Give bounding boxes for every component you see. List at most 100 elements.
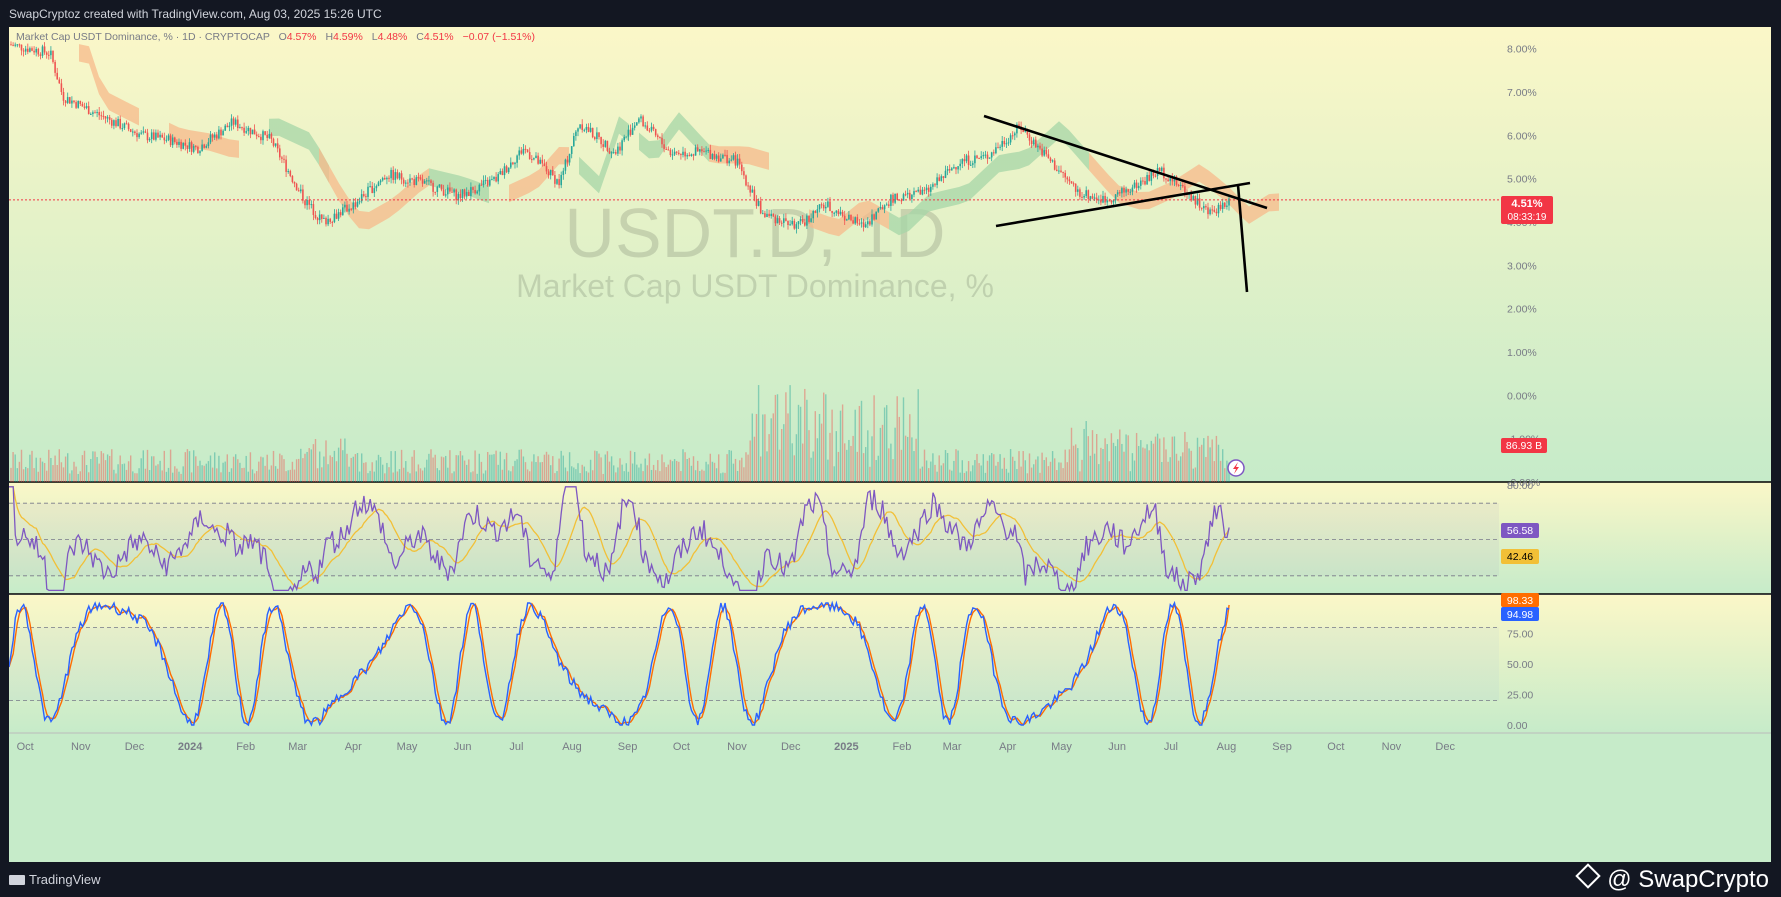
candle: [608, 150, 611, 154]
price-tick: 8.00%: [1507, 44, 1537, 56]
volume-bar: [1028, 453, 1031, 482]
rsi-ma-line: [9, 486, 1230, 589]
candle: [669, 149, 672, 156]
time-tick: Dec: [781, 741, 801, 753]
candle: [472, 187, 474, 190]
volume-bar: [281, 455, 283, 482]
volume-bar: [90, 458, 92, 482]
candle: [585, 126, 588, 130]
volume-bar: [646, 465, 648, 482]
candle: [10, 44, 12, 46]
candle: [925, 187, 928, 191]
volume-bar: [56, 465, 58, 482]
volume-bar: [1075, 444, 1077, 482]
tradingview-logo[interactable]: TradingView: [9, 872, 101, 887]
trendlines[interactable]: [983, 114, 1268, 293]
candle: [350, 208, 352, 210]
volume-bar: [972, 465, 974, 482]
volume-bar: [1161, 461, 1163, 482]
chart-svg[interactable]: USDT.D, 1D Market Cap USDT Dominance, % …: [9, 27, 1771, 862]
candle: [174, 137, 176, 142]
volume-bar: [1037, 456, 1039, 482]
volume-bar: [67, 453, 69, 482]
volume-bar: [1096, 434, 1098, 482]
candle: [463, 189, 466, 197]
candle: [148, 139, 151, 141]
volume-bar: [776, 394, 779, 482]
candle: [1070, 181, 1073, 184]
candle: [497, 174, 499, 182]
volume-bar: [501, 469, 504, 482]
volume-bar: [951, 470, 953, 482]
candle: [573, 135, 575, 147]
volume-bar: [1114, 446, 1117, 482]
volume-bar: [291, 461, 294, 482]
upper-trendline[interactable]: [983, 114, 1268, 210]
candle: [1077, 189, 1079, 192]
candle: [927, 187, 930, 192]
time-axis[interactable]: Oct Nov Dec 2024 Feb Mar Apr May Jun Jul Aug Sep Oct…: [17, 741, 1456, 753]
candle: [1047, 154, 1050, 159]
volume-bar: [478, 453, 480, 482]
volume-bar: [1104, 438, 1106, 482]
volume-bar: [881, 424, 884, 482]
volume-bar: [497, 464, 499, 482]
volume-bar: [396, 471, 399, 482]
candle: [470, 187, 472, 197]
price-tick: 3.00%: [1507, 260, 1537, 272]
watermark-name: Market Cap USDT Dominance, %: [516, 268, 994, 304]
chart-frame[interactable]: USDT.D, 1D Market Cap USDT Dominance, % …: [9, 27, 1771, 862]
price-label: 4.51% 08:33:19: [1501, 196, 1553, 224]
price-tick: 0.00%: [1507, 390, 1537, 402]
volume-bar: [266, 454, 268, 482]
candle: [680, 154, 682, 156]
breakdown-arrow-line[interactable]: [1236, 184, 1249, 293]
price-axis[interactable]: 8.00%7.00%6.00%5.00%4.00%3.00%2.00%1.00%…: [1507, 44, 1540, 732]
candle: [1133, 182, 1136, 188]
svg-text:94.98: 94.98: [1507, 609, 1533, 621]
lower-trendline[interactable]: [995, 181, 1251, 228]
volume-bar: [1190, 450, 1192, 482]
volume-bar: [1205, 456, 1207, 482]
candle: [216, 134, 218, 139]
candle: [182, 142, 184, 149]
volume-bar: [205, 463, 207, 482]
candle: [940, 176, 943, 181]
volume-bar: [1224, 468, 1226, 482]
candle: [1221, 202, 1224, 209]
volume-bar: [1201, 444, 1203, 482]
candle: [510, 162, 512, 168]
candle: [1051, 160, 1054, 162]
volume-bar: [827, 459, 829, 482]
volume-bar: [592, 470, 594, 482]
candle: [108, 117, 111, 120]
time-tick: Apr: [999, 741, 1016, 753]
candle: [848, 214, 850, 220]
volume-bar: [289, 469, 291, 482]
candle: [657, 135, 659, 138]
volume-bar: [151, 456, 153, 482]
candle: [1028, 134, 1031, 141]
candle: [598, 132, 600, 137]
candle: [1068, 179, 1071, 182]
volume-bar: [436, 468, 438, 482]
volume-bar: [54, 455, 56, 482]
volume-bar: [623, 471, 625, 482]
candle: [520, 150, 523, 154]
candle: [1114, 194, 1117, 201]
volume-bar: [858, 405, 861, 482]
candle: [1011, 135, 1014, 137]
candle: [633, 125, 636, 128]
volume-bar: [936, 471, 938, 482]
volume-bar: [413, 450, 415, 482]
volume-bar: [81, 455, 84, 482]
candle: [852, 220, 854, 224]
stoch-k-value-label: 94.98: [1501, 607, 1539, 621]
candle: [459, 193, 462, 198]
volume-bar: [199, 460, 201, 482]
lightning-icon[interactable]: [1227, 459, 1245, 477]
volume-bar: [930, 461, 932, 482]
candle: [501, 171, 504, 176]
volume-bar: [1219, 460, 1222, 482]
volume-bar: [369, 470, 371, 482]
